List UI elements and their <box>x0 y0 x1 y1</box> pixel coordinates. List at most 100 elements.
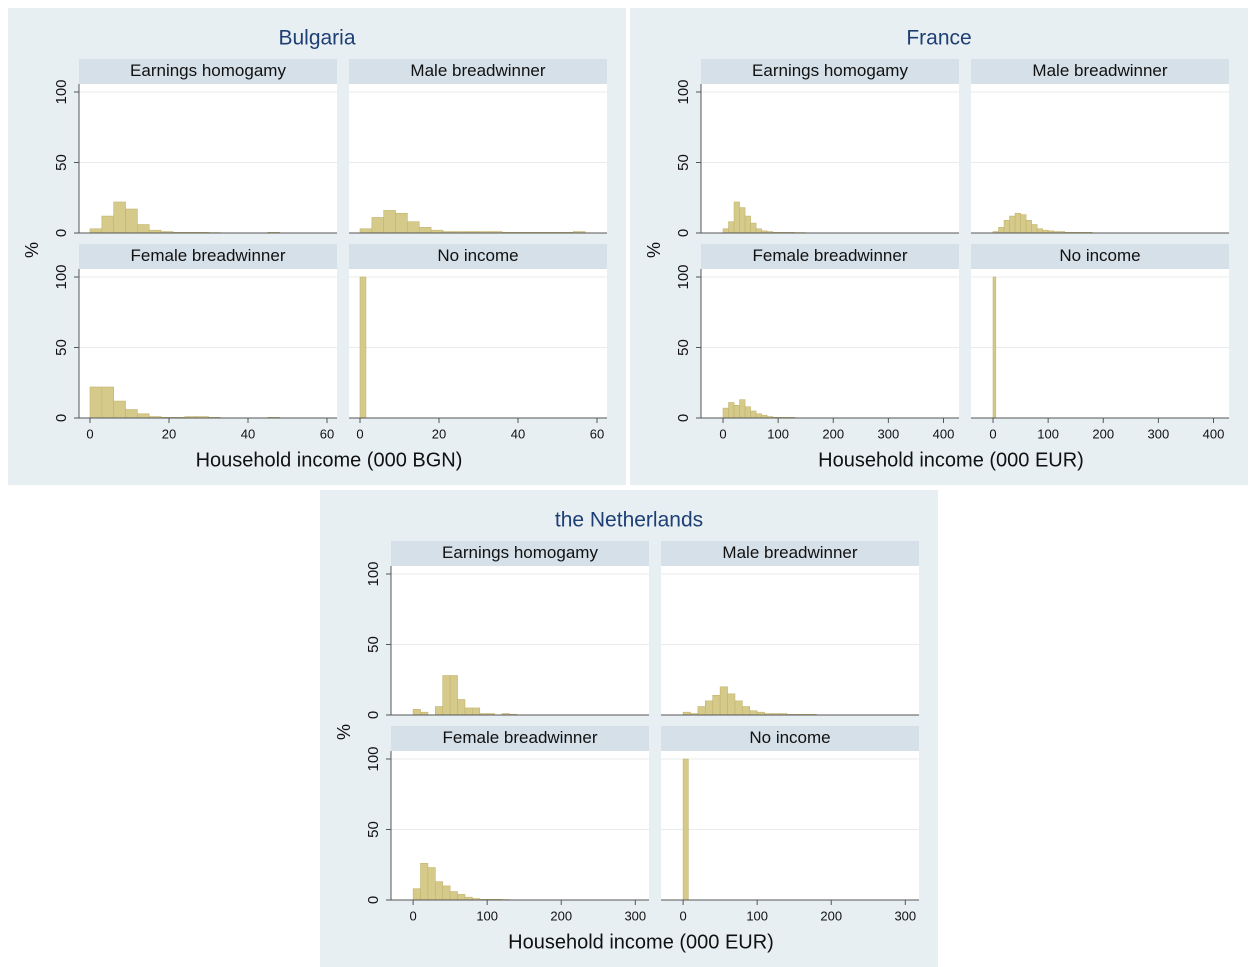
histogram-bar <box>101 386 114 419</box>
facet-title: Earnings homogamy <box>130 61 286 80</box>
x-axis-label: Household income (000 EUR) <box>818 449 1084 471</box>
histogram-bar <box>750 222 757 234</box>
x-tick-label: 200 <box>1092 426 1114 441</box>
histogram-bar <box>125 409 138 419</box>
country-chart: the Netherlands% Household income (000 EU… <box>320 490 938 967</box>
histogram-bar <box>749 710 758 716</box>
y-tick-label: 50 <box>365 636 382 653</box>
chart-title: Bulgaria <box>278 27 355 50</box>
histogram-bar <box>719 686 728 716</box>
facet-header <box>971 244 1229 269</box>
x-tick-label: 100 <box>746 908 768 923</box>
histogram-bar <box>739 207 746 234</box>
x-axis-label: Household income (000 EUR) <box>508 931 774 953</box>
x-tick-label: 60 <box>590 426 604 441</box>
x-tick-label: 60 <box>320 426 334 441</box>
plot-area <box>971 84 1229 233</box>
y-tick-label: 0 <box>675 229 692 237</box>
facet-title: Female breadwinner <box>131 246 286 265</box>
facet-header <box>661 541 919 566</box>
facet-header <box>391 726 649 751</box>
x-tick-label: 0 <box>86 426 93 441</box>
histogram-bar <box>728 221 735 234</box>
y-tick-label: 0 <box>53 229 70 237</box>
histogram-bar <box>359 276 367 419</box>
y-tick-label: 50 <box>675 339 692 356</box>
y-tick-label: 100 <box>365 746 382 771</box>
x-tick-label: 0 <box>356 426 363 441</box>
histogram-bar <box>371 217 385 234</box>
x-tick-label: 300 <box>878 426 900 441</box>
histogram-bar <box>739 399 746 419</box>
y-axis-label: % <box>334 724 354 740</box>
x-tick-label: 400 <box>1203 426 1225 441</box>
x-tick-label: 20 <box>432 426 446 441</box>
histogram-bar <box>449 891 458 901</box>
histogram-bar <box>442 885 451 901</box>
y-tick-label: 50 <box>53 339 70 356</box>
facet-title: Earnings homogamy <box>752 61 908 80</box>
histogram-bar <box>420 863 429 901</box>
facet-title: Male breadwinner <box>1032 61 1167 80</box>
histogram-bar <box>435 706 444 716</box>
x-tick-label: 100 <box>767 426 789 441</box>
histogram-bar <box>407 221 420 234</box>
facet-header <box>701 244 959 269</box>
histogram-bar <box>442 675 451 716</box>
x-tick-label: 20 <box>162 426 176 441</box>
histogram-bar <box>728 402 735 419</box>
histogram-bar <box>449 675 458 716</box>
histogram-bar <box>682 758 689 901</box>
histogram-bar <box>1014 212 1021 234</box>
x-tick-label: 200 <box>820 908 842 923</box>
country-chart: France% Household income (000 EUR) Earning… <box>630 8 1248 485</box>
histogram-bar <box>1003 220 1010 234</box>
y-tick-label: 50 <box>365 821 382 838</box>
histogram-bar <box>1020 214 1027 234</box>
histogram-bar <box>1036 228 1043 234</box>
histogram-bar <box>1025 220 1032 234</box>
plot-area <box>391 566 649 715</box>
plot-area <box>971 269 1229 418</box>
facet-title: Male breadwinner <box>722 543 857 562</box>
facet-header <box>349 59 607 84</box>
histogram-bar <box>727 693 736 716</box>
histogram-bar <box>733 201 740 234</box>
histogram-bar <box>705 700 714 716</box>
histogram-bar <box>744 406 751 419</box>
histogram-bar <box>125 208 138 234</box>
x-tick-label: 300 <box>1148 426 1170 441</box>
x-tick-label: 100 <box>1037 426 1059 441</box>
y-axis-label: % <box>644 242 664 258</box>
plot-area <box>79 269 337 418</box>
histogram-bar <box>359 228 373 234</box>
histogram-bar <box>113 400 126 419</box>
histogram-bar <box>427 867 436 901</box>
y-tick-label: 50 <box>675 154 692 171</box>
y-tick-label: 0 <box>53 414 70 422</box>
histogram-bar <box>992 276 997 419</box>
plot-area <box>661 751 919 900</box>
histogram-bar <box>712 694 721 716</box>
facet-header <box>971 59 1229 84</box>
x-tick-label: 40 <box>511 426 525 441</box>
plot-area <box>701 269 959 418</box>
x-tick-label: 200 <box>822 426 844 441</box>
histogram-bar <box>412 709 421 716</box>
histogram-bar <box>697 706 706 716</box>
y-tick-label: 50 <box>53 154 70 171</box>
x-axis-label: Household income (000 BGN) <box>196 449 463 471</box>
facet-title: Female breadwinner <box>443 728 598 747</box>
x-tick-label: 300 <box>894 908 916 923</box>
facet-title: No income <box>749 728 830 747</box>
x-tick-label: 0 <box>409 908 416 923</box>
histogram-bar <box>137 413 150 419</box>
y-tick-label: 100 <box>365 561 382 586</box>
histogram-bar <box>733 405 740 419</box>
facet-title: Female breadwinner <box>753 246 908 265</box>
x-tick-label: 40 <box>241 426 255 441</box>
plot-area <box>661 566 919 715</box>
facet-title: Earnings homogamy <box>442 543 598 562</box>
histogram-bar <box>137 224 150 234</box>
